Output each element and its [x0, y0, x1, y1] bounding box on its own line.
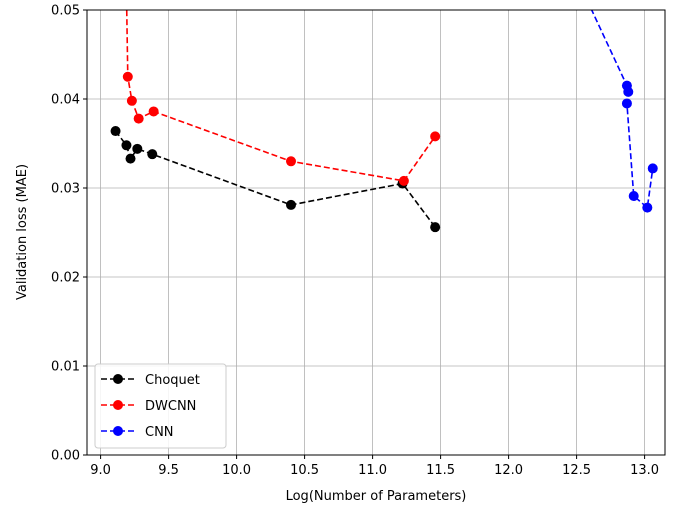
- data-point: [125, 153, 136, 164]
- y-tick-label: 0.01: [51, 360, 80, 375]
- x-axis-label: Log(Number of Parameters): [286, 489, 467, 504]
- series-line: [590, 10, 654, 210]
- data-point: [122, 71, 133, 82]
- x-tick-label: 9.0: [90, 463, 111, 478]
- legend-label: CNN: [145, 425, 174, 440]
- y-axis-label: Validation loss (MAE): [15, 164, 30, 300]
- legend-marker: [113, 374, 123, 384]
- legend-marker: [113, 400, 123, 410]
- data-point: [286, 156, 296, 167]
- series-cnn: [590, 10, 658, 213]
- data-point: [132, 143, 143, 154]
- y-tick-label: 0.05: [51, 4, 80, 19]
- y-tick-label: 0.03: [51, 182, 80, 197]
- y-tick-label: 0.02: [51, 271, 80, 286]
- data-point: [430, 222, 441, 233]
- legend-entry: Choquet: [101, 373, 200, 388]
- legend-box: [94, 363, 227, 449]
- y-tick-label: 0.04: [51, 93, 80, 108]
- x-tick-label: 13.0: [630, 463, 659, 478]
- x-tick-label: 10.5: [290, 463, 319, 478]
- data-point: [110, 126, 121, 137]
- series-line: [114, 130, 436, 228]
- data-point: [398, 175, 409, 186]
- data-point: [133, 113, 144, 124]
- data-point: [621, 98, 632, 109]
- series-line: [125, 10, 436, 182]
- legend-label: Choquet: [145, 373, 200, 388]
- data-point: [430, 131, 441, 142]
- legend-label: DWCNN: [145, 399, 196, 414]
- data-point: [647, 163, 658, 174]
- x-tick-label: 11.0: [358, 463, 387, 478]
- y-tick-label: 0.00: [51, 449, 80, 464]
- series-dwcnn: [122, 10, 441, 186]
- legend-entry: CNN: [101, 425, 174, 440]
- data-point: [623, 86, 634, 97]
- x-tick-label: 12.0: [494, 463, 523, 478]
- plot-frame: [86, 9, 666, 456]
- legend-entry: DWCNN: [101, 399, 196, 414]
- x-tick-label: 10.0: [222, 463, 251, 478]
- data-point: [148, 106, 159, 117]
- data-point: [147, 149, 158, 160]
- legend: Choquet DWCNN CNN: [94, 363, 227, 449]
- x-tick-label: 12.5: [562, 463, 591, 478]
- series-layer: [110, 10, 658, 233]
- data-point: [286, 199, 296, 210]
- data-point: [628, 191, 639, 202]
- data-point: [126, 95, 137, 106]
- data-point: [642, 202, 653, 213]
- legend-marker: [113, 426, 123, 436]
- x-tick-label: 11.5: [426, 463, 455, 478]
- x-tick-label: 9.5: [158, 463, 179, 478]
- data-point: [121, 140, 132, 151]
- ticks: 9.0 9.5 10.0 10.5 11.0 11.5 12.0 12.5 13.0 0.00 0.…: [51, 4, 659, 479]
